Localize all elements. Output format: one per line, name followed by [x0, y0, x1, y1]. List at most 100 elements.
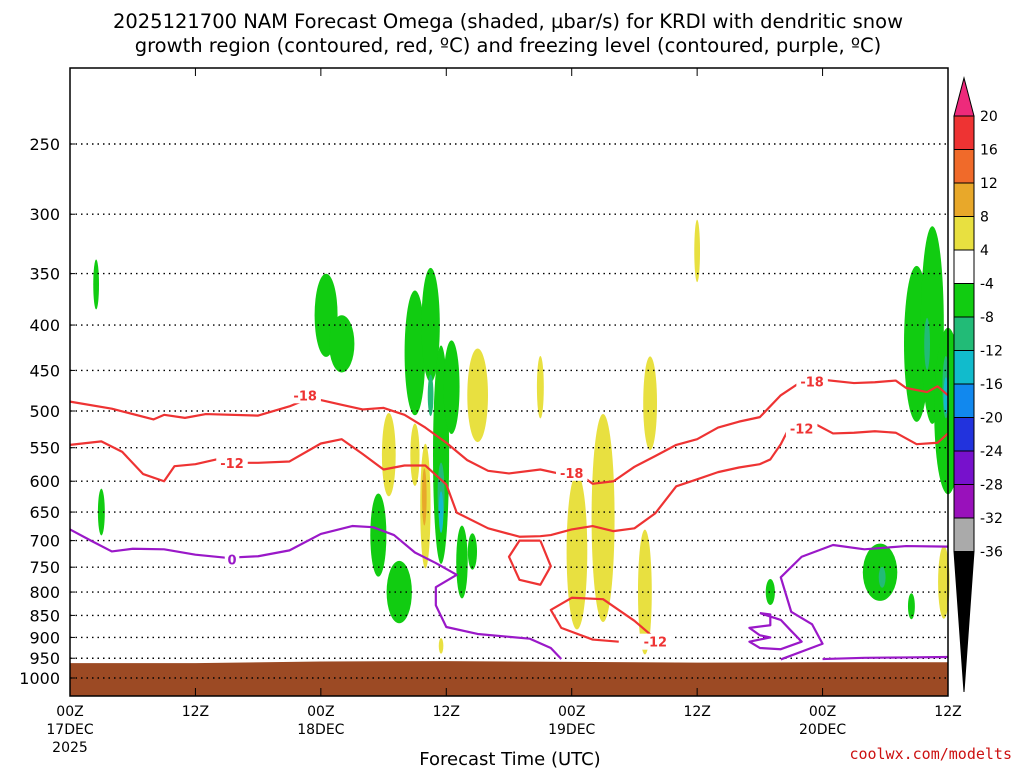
- contour-label-bg-0-1: [796, 373, 828, 390]
- contour-label-1-0: -12: [220, 457, 244, 472]
- colorbar-label-10: -24: [980, 444, 1003, 460]
- colorbar-label-3: 8: [980, 210, 989, 226]
- omega-region-30: [536, 355, 544, 419]
- colorbar-seg-2: [953, 149, 975, 184]
- contour-line-7: [822, 655, 949, 661]
- ytick-label-550: 550: [29, 439, 60, 458]
- omega-region-21: [924, 317, 930, 370]
- omega-region-1: [97, 488, 105, 536]
- ytick-label-300: 300: [29, 205, 60, 224]
- colorbar-seg-4: [953, 216, 975, 251]
- ytick-label-250: 250: [29, 135, 60, 154]
- colorbar-seg-12: [953, 484, 975, 519]
- ytick-label-400: 400: [29, 316, 60, 335]
- ytick-label-500: 500: [29, 402, 60, 421]
- omega-region-26: [410, 423, 420, 486]
- xtick-label-72-1: 20DEC: [799, 722, 846, 738]
- ytick-label-900: 900: [29, 628, 60, 647]
- xtick-label-72-0: 00Z: [809, 704, 836, 720]
- omega-region-31: [566, 473, 588, 630]
- contour-label-1-2: -12: [644, 636, 668, 651]
- contour-line-5: [779, 543, 949, 661]
- contour-label-bg-1-0: [216, 454, 248, 471]
- contour-label-bg-0-2: [555, 464, 588, 481]
- omega-region-11: [467, 533, 478, 570]
- omega-region-0: [93, 259, 100, 310]
- xtick-label-24-1: 18DEC: [297, 722, 344, 738]
- contour-label-bg-1-1: [785, 420, 818, 437]
- terrain-fill: [70, 661, 948, 696]
- ytick-label-450: 450: [29, 361, 60, 380]
- colorbar-seg-13: [953, 517, 975, 552]
- xtick-label-48-0: 00Z: [558, 704, 585, 720]
- omega-region-4: [370, 493, 387, 577]
- ytick-label-700: 700: [29, 532, 60, 551]
- omega-region-10: [456, 525, 468, 599]
- omega-region-37: [438, 638, 444, 654]
- xtick-label-0-0: 00Z: [56, 704, 83, 720]
- colorbar-label-11: -28: [980, 478, 1003, 494]
- contour-line-2: [507, 539, 552, 586]
- omega-region-7: [421, 267, 440, 383]
- omega-region-25: [381, 413, 396, 497]
- omega-region-28: [422, 468, 427, 526]
- plot-frame: [69, 67, 949, 697]
- ytick-label-1000: 1000: [19, 669, 60, 688]
- ytick-label-650: 650: [29, 503, 60, 522]
- colorbar-seg-9: [953, 383, 975, 418]
- omega-region-6: [404, 290, 426, 416]
- colorbar-seg-11: [953, 450, 975, 485]
- omega-region-34: [637, 529, 652, 655]
- colorbar-label-6: -8: [980, 310, 994, 326]
- y-axis-pressure: 250 300 350 400 450 500 550 600 650 700 750 800 850 9…: [19, 135, 75, 688]
- contour-line-6: [748, 612, 803, 651]
- ytick-label-800: 800: [29, 583, 60, 602]
- colorbar-seg-8: [953, 350, 975, 385]
- xtick-label-60-0: 12Z: [683, 704, 710, 720]
- colorbar-top-arrow: [953, 76, 975, 117]
- omega-region-14: [907, 593, 915, 620]
- colorbar-label-2: 12: [980, 176, 998, 192]
- omega-region-20: [438, 491, 444, 533]
- contour-label-0-2: -18: [560, 467, 584, 482]
- colorbar-label-0: 20: [980, 109, 998, 125]
- colorbar-label-12: -32: [980, 511, 1003, 527]
- omega-region-29: [467, 348, 488, 443]
- colorbar-seg-10: [953, 417, 975, 452]
- omega-region-23: [943, 377, 949, 414]
- contour-label-bg-0-0: [289, 387, 321, 404]
- contour-label-bg-1-2: [639, 633, 672, 650]
- omega-region-32: [591, 413, 615, 622]
- omega-region-18: [427, 374, 434, 417]
- title-line-1: 2025121700 NAM Forecast Omega (shaded, µ…: [113, 10, 903, 33]
- terrain-layer: [70, 661, 948, 696]
- credit-text: coolwx.com/modelts: [849, 745, 1012, 763]
- colorbar-seg-1: [953, 115, 975, 150]
- omega-region-3: [329, 315, 355, 373]
- colorbar-label-5: -4: [980, 277, 994, 293]
- contour-line-3: [549, 596, 661, 643]
- xtick-label-0-1: 17DEC: [46, 722, 93, 738]
- title-line-2: growth region (contoured, red, ºC) and f…: [135, 34, 882, 57]
- ytick-label-950: 950: [29, 649, 60, 668]
- colorbar-label-13: -36: [980, 545, 1003, 561]
- xtick-label-24-0: 00Z: [307, 704, 334, 720]
- colorbar: 20 16 12 8 4 -4 -8 -12 -16 -20 -24 -28 -32 -36: [953, 76, 1003, 693]
- colorbar-label-9: -20: [980, 411, 1003, 427]
- xtick-label-84-0: 12Z: [934, 704, 961, 720]
- omega-region-35: [694, 219, 701, 283]
- ytick-label-750: 750: [29, 558, 60, 577]
- contour-label-bg-4-0: [224, 551, 240, 568]
- x-axis-time: 00Z 17DEC 2025 12Z 00Z 18DEC 12Z 00Z 19DEC 12Z 00Z…: [46, 68, 962, 756]
- colorbar-label-4: 4: [980, 243, 989, 259]
- contour-label-0-1: -18: [800, 375, 824, 390]
- ytick-label-350: 350: [29, 265, 60, 284]
- colorbar-seg-5: [953, 249, 975, 284]
- ytick-label-850: 850: [29, 606, 60, 625]
- xtick-label-12-0: 12Z: [182, 704, 209, 720]
- colorbar-label-8: -16: [980, 377, 1003, 393]
- colorbar-seg-7: [953, 316, 975, 351]
- colorbar-seg-3: [953, 182, 975, 217]
- contour-label-1-1: -12: [790, 422, 814, 437]
- contour-label-0-0: -18: [293, 389, 317, 404]
